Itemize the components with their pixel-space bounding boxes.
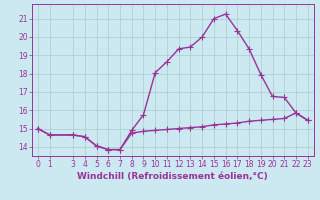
- X-axis label: Windchill (Refroidissement éolien,°C): Windchill (Refroidissement éolien,°C): [77, 172, 268, 181]
